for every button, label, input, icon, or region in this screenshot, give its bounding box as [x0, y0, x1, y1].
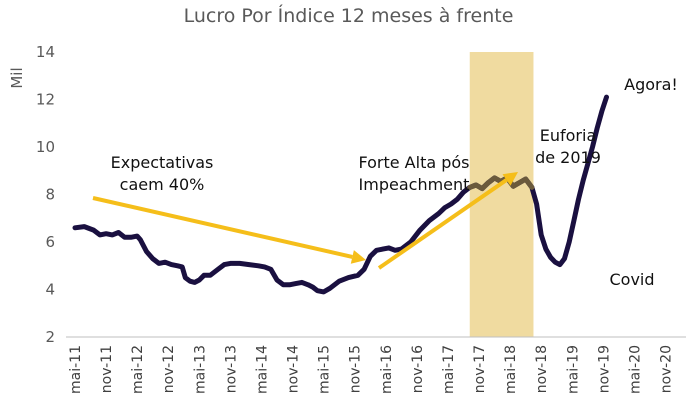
up-arrow	[377, 178, 508, 270]
y-axis-label: Mil	[8, 67, 26, 88]
annotation-impeachment: Forte Alta pós	[358, 153, 469, 172]
x-tick-label: mai-12	[130, 345, 146, 394]
x-tick-label: nov-19	[596, 345, 612, 393]
x-tick-label: nov-16	[410, 345, 426, 393]
y-tick-label: 2	[45, 328, 55, 346]
x-tick-label: mai-17	[441, 345, 457, 394]
down-arrow	[92, 196, 353, 259]
y-axis: 2 4 6 8 10 12 14	[36, 43, 55, 346]
x-tick-label: nov-13	[223, 345, 239, 393]
x-tick-label: nov-15	[348, 345, 364, 393]
annotation-agora: Agora!	[624, 75, 678, 94]
x-axis: mai-11 nov-11 mai-12 nov-12 mai-13 nov-13 mai-…	[68, 345, 675, 394]
x-tick-label: mai-15	[317, 345, 333, 394]
x-tick-label: nov-20	[659, 345, 675, 393]
annotation-covid: Covid	[609, 270, 654, 289]
x-tick-label: mai-16	[379, 345, 395, 394]
annotation-euforia: Euforia	[540, 126, 597, 145]
x-tick-label: mai-18	[503, 345, 519, 394]
x-tick-label: nov-14	[286, 345, 302, 393]
annotation-euforia-line2: de 2019	[535, 148, 601, 167]
y-tick-label: 14	[36, 43, 55, 61]
x-tick-label: mai-19	[565, 345, 581, 394]
series-line-euforia-segment	[467, 175, 535, 192]
x-tick-label: nov-18	[534, 345, 550, 393]
x-tick-label: mai-11	[68, 345, 84, 394]
annotation-impeachment-line2: Impeachment	[359, 175, 470, 194]
x-tick-label: mai-14	[254, 345, 270, 394]
down-arrow-head	[350, 250, 366, 264]
y-tick-label: 10	[36, 138, 55, 156]
x-tick-label: nov-12	[161, 345, 177, 393]
annotation-expectativas: Expectativas	[111, 153, 214, 172]
y-tick-label: 4	[45, 281, 55, 299]
x-tick-label: nov-17	[472, 345, 488, 393]
annotation-expectativas-line2: caem 40%	[120, 175, 205, 194]
x-tick-label: nov-11	[99, 345, 115, 393]
up-arrow-head	[502, 172, 518, 186]
chart-title: Lucro Por Índice 12 meses à frente	[183, 5, 514, 27]
x-tick-label: mai-20	[627, 345, 643, 394]
euforia-shaded-region	[469, 52, 534, 337]
y-tick-label: 12	[36, 91, 55, 109]
y-tick-label: 8	[45, 186, 55, 204]
y-tick-label: 6	[45, 233, 55, 251]
series-line	[72, 94, 609, 295]
x-tick-label: mai-13	[192, 345, 208, 394]
